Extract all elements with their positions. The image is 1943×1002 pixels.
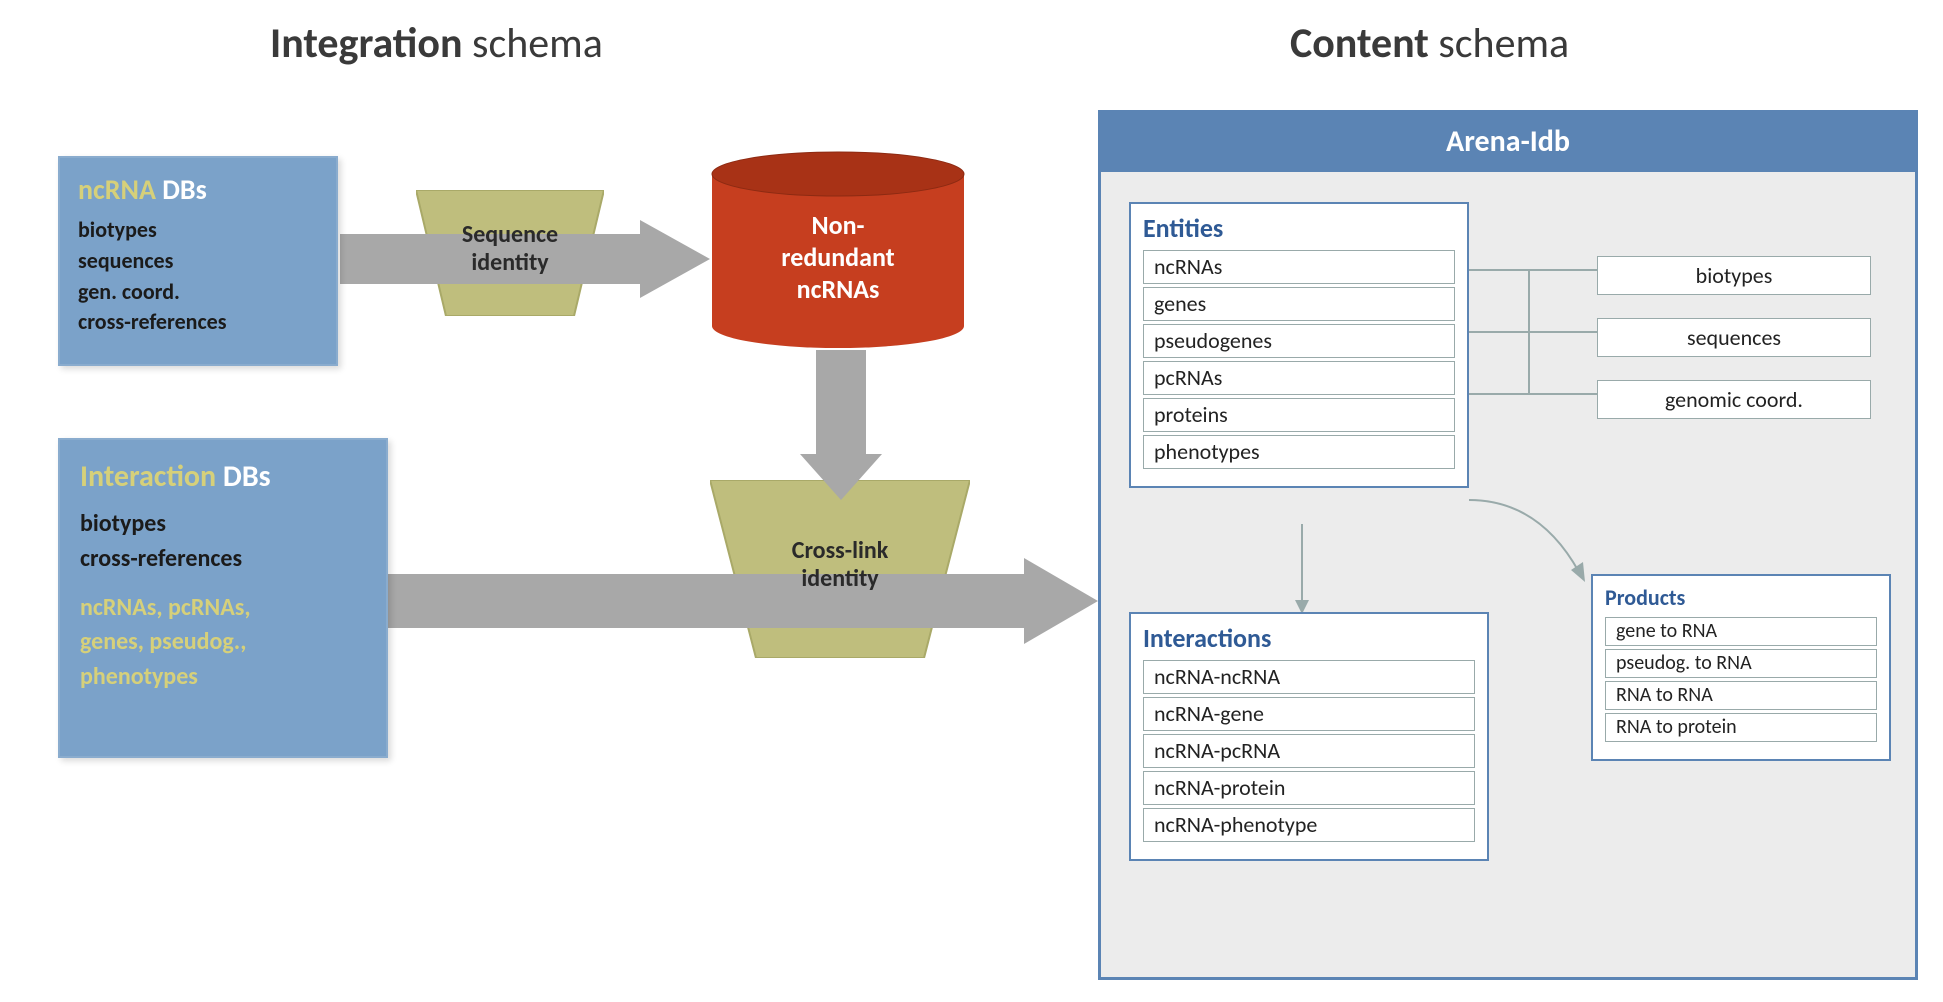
interaction-alt-line1: ncRNAs, pcRNAs, [80,591,366,626]
ncrna-line2: sequences [78,246,318,277]
entity-ncrnas: ncRNAs [1143,250,1455,284]
interaction-line1: biotypes [80,507,366,542]
content-inner: Entities ncRNAs genes pseudogenes pcRNAs… [1101,172,1915,982]
entities-attr-bracket [1469,252,1597,412]
int-ncrna-phenotype: ncRNA-phenotype [1143,808,1475,842]
interaction-rest: DBs [216,458,270,495]
prod-gene-to-rna: gene to RNA [1605,617,1877,646]
ncrna-dbs-box: ncRNA DBs biotypes sequences gen. coord.… [58,156,338,366]
products-title: Products [1605,584,1877,611]
content-schema-panel: Arena-Idb Entities ncRNAs genes pseud [1098,110,1918,980]
content-title-bold: Content [1290,18,1429,69]
cyl-text: Non- redundant ncRNAs [781,209,894,305]
interaction-dbs-lines: biotypes cross-references ncRNAs, pcRNAs… [80,507,366,695]
entities-to-interactions-arrow [1291,524,1313,614]
spacer [80,577,366,591]
interaction-accent: Interaction [80,458,216,495]
prod-rna-to-rna: RNA to RNA [1605,681,1877,710]
entity-proteins: proteins [1143,398,1455,432]
cyl-l1: Non- [781,209,894,241]
nonredundant-cylinder: Non- redundant ncRNAs [708,150,968,350]
ncrna-rest: DBs [156,172,207,207]
prod-pseudog-to-rna: pseudog. to RNA [1605,649,1877,678]
entities-panel: Entities ncRNAs genes pseudogenes pcRNAs… [1129,202,1469,488]
entity-genes: genes [1143,287,1455,321]
ncrna-dbs-header: ncRNA DBs [78,172,318,207]
ncrna-line3: gen. coord. [78,277,318,308]
interactions-title: Interactions [1143,622,1475,654]
diagram-canvas: Integration schema Content schema ncRNA … [0,0,1943,1002]
interaction-plain1: , pcRNAs, [156,593,250,622]
trap1-l1: Sequence [462,221,558,249]
trap1-text: Sequence identity [462,221,558,276]
interaction-plain3: phenotypes [80,660,366,695]
trap2-text: Cross-link identity [792,537,889,592]
ncrna-accent: ncRNA [78,172,156,207]
trap2-l2: identity [792,565,889,593]
interaction-dbs-header: Interaction DBs [80,458,366,495]
trap2-l1: Cross-link [792,537,889,565]
interaction-line2: cross-references [80,542,366,577]
int-ncrna-gene: ncRNA-gene [1143,697,1475,731]
prod-rna-to-protein: RNA to protein [1605,713,1877,742]
products-panel: Products gene to RNA pseudog. to RNA RNA… [1591,574,1891,761]
arrow-cylinder-down [800,350,882,500]
entities-to-products-arrow [1469,492,1609,592]
ncrna-line1: biotypes [78,215,318,246]
int-ncrna-ncrna: ncRNA-ncRNA [1143,660,1475,694]
entities-title: Entities [1143,212,1455,244]
interaction-dbs-box: Interaction DBs biotypes cross-reference… [58,438,388,758]
int-ncrna-protein: ncRNA-protein [1143,771,1475,805]
cyl-l2: redundant [781,241,894,273]
entity-pseudogenes: pseudogenes [1143,324,1455,358]
cyl-l3: ncRNAs [781,273,894,305]
ncrna-dbs-lines: biotypes sequences gen. coord. cross-ref… [78,215,318,338]
crosslink-identity-trap: Cross-link identity [710,480,970,658]
attr-sequences: sequences [1597,318,1871,357]
ncrna-line4: cross-references [78,307,318,338]
integration-title-light: schema [463,18,603,69]
interaction-plain2: genes, pseudog., [80,625,366,660]
integration-title-bold: Integration [270,18,463,69]
interaction-alt1: ncRNAs [80,593,156,622]
content-title: Content schema [1290,18,1569,69]
entity-pcrnas: pcRNAs [1143,361,1455,395]
content-title-light: schema [1429,18,1569,69]
interactions-panel: Interactions ncRNA-ncRNA ncRNA-gene ncRN… [1129,612,1489,861]
attr-genomic-coord: genomic coord. [1597,380,1871,419]
entity-phenotypes: phenotypes [1143,435,1455,469]
attr-biotypes: biotypes [1597,256,1871,295]
sequence-identity-trap: Sequence identity [416,190,604,316]
integration-title: Integration schema [270,18,603,69]
int-ncrna-pcrna: ncRNA-pcRNA [1143,734,1475,768]
arena-idb-bar: Arena-Idb [1101,113,1915,172]
trap1-l2: identity [462,249,558,277]
